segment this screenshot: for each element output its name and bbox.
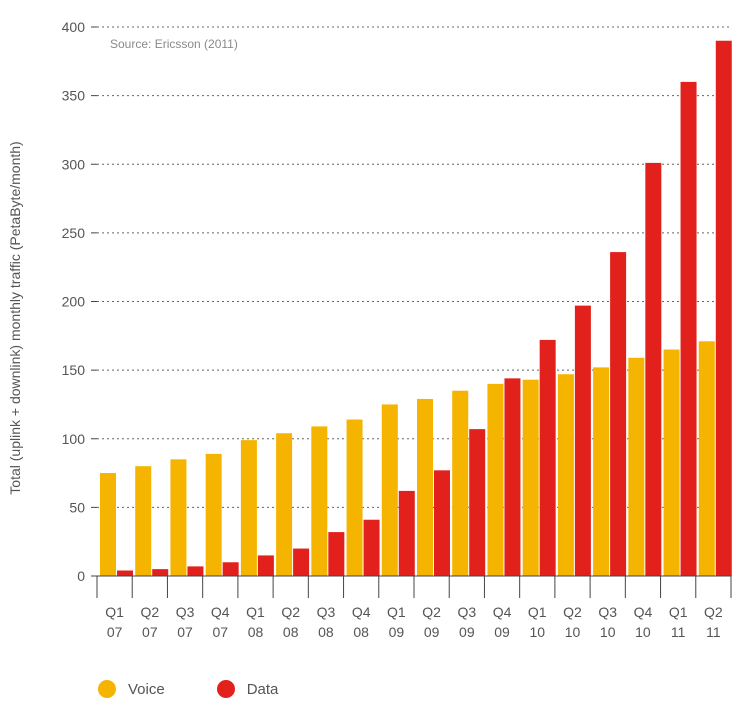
bar-voice xyxy=(698,341,715,576)
x-tick-label-quarter: Q4 xyxy=(352,604,371,620)
x-axis-ticks: Q1 07 Q2 07 Q3 07 Q4 07 Q1 08 Q2 08 Q3 08 Q4 08 Q1 09 Q2 09… xyxy=(96,576,732,640)
bar-voice xyxy=(452,390,469,576)
x-tick-label-year: 07 xyxy=(142,624,158,640)
bar-voice xyxy=(557,374,574,576)
x-tick-label-year: 09 xyxy=(494,624,510,640)
bar-voice xyxy=(100,473,116,576)
y-tick-label: 200 xyxy=(62,294,86,310)
x-tick-label-quarter: Q2 xyxy=(422,604,441,620)
bar-data xyxy=(469,429,486,576)
x-tick-label-quarter: Q1 xyxy=(528,604,547,620)
x-tick-label-year: 07 xyxy=(212,624,228,640)
x-tick-label-year: 07 xyxy=(177,624,193,640)
x-tick-label-quarter: Q1 xyxy=(387,604,406,620)
y-tick-label: 250 xyxy=(62,225,86,241)
bar-data xyxy=(152,569,169,576)
y-axis-label: Total (uplink + downlink) monthly traffi… xyxy=(7,141,23,494)
y-tick-label: 0 xyxy=(77,568,85,584)
y-axis-ticks: 0 50 100 150 200 250 300 350 400 xyxy=(62,19,97,584)
x-tick-label-quarter: Q4 xyxy=(211,604,230,620)
bar-voice xyxy=(276,433,293,576)
x-tick-label-quarter: Q2 xyxy=(281,604,300,620)
x-tick-label-year: 08 xyxy=(283,624,299,640)
bar-voice xyxy=(522,379,539,576)
bar-voice xyxy=(663,349,680,576)
x-tick-label-quarter: Q3 xyxy=(176,604,195,620)
bar-voice xyxy=(205,453,222,576)
x-tick-label-year: 11 xyxy=(671,624,686,640)
bar-data xyxy=(293,548,310,576)
bar-voice xyxy=(417,398,433,576)
legend: Voice Data xyxy=(98,680,278,698)
x-tick-label-year: 07 xyxy=(107,624,123,640)
bar-data xyxy=(574,305,591,576)
y-tick-label: 350 xyxy=(62,88,86,104)
bar-voice xyxy=(487,383,504,576)
bar-data xyxy=(610,252,627,576)
bar-voice xyxy=(170,459,187,576)
x-tick-label-year: 09 xyxy=(424,624,440,640)
x-tick-label-quarter: Q1 xyxy=(669,604,688,620)
source-annotation: Source: Ericsson (2011) xyxy=(110,37,238,51)
x-tick-label-quarter: Q2 xyxy=(563,604,582,620)
bar-voice xyxy=(593,367,610,576)
bar-data xyxy=(680,81,697,577)
x-tick-label-quarter: Q4 xyxy=(634,604,653,620)
y-tick-label: 300 xyxy=(62,156,86,172)
legend-item-voice: Voice xyxy=(98,680,165,698)
bar-data xyxy=(398,490,415,576)
bar-data xyxy=(257,555,274,576)
bar-voice xyxy=(240,440,257,576)
bar-voice xyxy=(381,404,398,576)
x-tick-label-quarter: Q1 xyxy=(246,604,265,620)
legend-data-swatch xyxy=(216,680,235,698)
x-tick-label-year: 08 xyxy=(353,624,369,640)
bar-data xyxy=(363,519,380,576)
gridlines xyxy=(97,26,731,508)
x-tick-label-year: 09 xyxy=(459,624,475,640)
bar-data xyxy=(328,532,345,576)
legend-data-label: Data xyxy=(246,680,279,698)
bar-data xyxy=(504,378,521,576)
x-tick-label-year: 09 xyxy=(389,624,405,640)
bar-data xyxy=(187,566,204,576)
x-tick-label-year: 11 xyxy=(706,624,721,640)
x-tick-label-year: 10 xyxy=(529,624,545,640)
bar-data xyxy=(222,562,239,576)
x-tick-label-year: 10 xyxy=(635,624,651,640)
x-tick-label-quarter: Q2 xyxy=(140,604,159,620)
x-tick-label-year: 10 xyxy=(600,624,616,640)
x-tick-label-quarter: Q4 xyxy=(493,604,512,620)
y-tick-label: 150 xyxy=(62,362,86,378)
x-tick-label-quarter: Q3 xyxy=(598,604,617,620)
bar-data xyxy=(539,339,556,576)
bar-data xyxy=(645,162,662,576)
bar-voice xyxy=(311,426,328,576)
y-tick-label: 400 xyxy=(62,19,86,35)
bar-voice xyxy=(628,357,645,576)
bar-data xyxy=(434,470,450,576)
bar-data xyxy=(117,570,133,576)
bar-voice xyxy=(135,466,152,576)
bars xyxy=(100,40,732,577)
x-tick-label-quarter: Q1 xyxy=(105,604,124,620)
bar-voice xyxy=(346,419,363,576)
legend-item-data: Data xyxy=(216,680,279,698)
bar-data xyxy=(715,40,732,577)
x-tick-label-quarter: Q3 xyxy=(317,604,336,620)
legend-voice-swatch xyxy=(98,680,116,698)
x-tick-label-year: 08 xyxy=(248,624,264,640)
x-tick-label-year: 08 xyxy=(318,624,334,640)
y-tick-label: 100 xyxy=(62,431,86,447)
x-tick-label-quarter: Q2 xyxy=(704,604,723,620)
legend-voice-label: Voice xyxy=(128,680,165,698)
y-tick-label: 50 xyxy=(69,499,85,515)
x-tick-label-quarter: Q3 xyxy=(457,604,476,620)
x-tick-label-year: 10 xyxy=(565,624,581,640)
